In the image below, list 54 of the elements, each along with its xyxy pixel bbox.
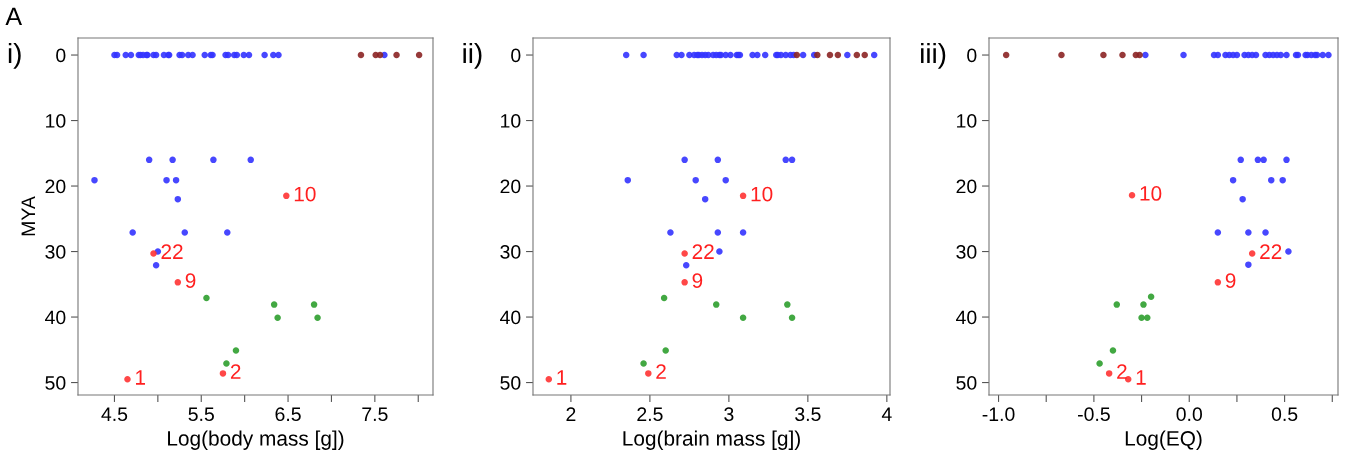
- annotation: 10: [1140, 186, 1162, 201]
- y-tick-label: 0: [56, 48, 66, 63]
- y-tick-label: 10: [46, 114, 66, 128]
- annotation: 1: [136, 370, 145, 385]
- annotation: 2: [230, 364, 241, 379]
- annotation: 2: [1117, 364, 1127, 379]
- x-tick-label: 2.5: [637, 407, 663, 422]
- y-tick-label: 40: [500, 310, 521, 325]
- y-tick-label: 0: [511, 48, 521, 63]
- x-axis-title: Log(body mass [g]): [168, 430, 344, 450]
- x-tick-label: 0.0: [1176, 407, 1202, 422]
- y-tick-label: 40: [956, 310, 977, 325]
- annotation: 9: [1225, 273, 1236, 288]
- chart-title: ii): [463, 42, 482, 69]
- annotation: 22: [692, 244, 714, 259]
- y-tick-label: 30: [500, 245, 521, 259]
- y-tick-label: 30: [45, 245, 66, 259]
- chart-title: i): [8, 42, 21, 69]
- y-tick-label: 10: [501, 114, 521, 128]
- x-tick-label: -0.5: [1078, 407, 1110, 422]
- y-tick-label: 40: [45, 310, 66, 325]
- x-tick-label: 0.5: [1271, 407, 1298, 422]
- x-tick-label: 4: [881, 407, 892, 421]
- x-tick-label: -1.0: [982, 407, 1015, 422]
- x-tick-label: 2: [566, 407, 576, 421]
- x-axis-title: Log(EQ): [1125, 430, 1202, 450]
- x-tick-label: 3.5: [795, 407, 821, 422]
- annotation: 10: [751, 186, 773, 202]
- y-tick-label: 50: [500, 376, 521, 390]
- annotation: 22: [1260, 244, 1282, 259]
- annotation: 9: [692, 273, 703, 288]
- x-tick-label: 4.5: [101, 407, 128, 422]
- text: A: [5, 7, 23, 26]
- x-tick-label: 7.5: [362, 407, 388, 422]
- y-tick-label: 50: [956, 376, 977, 390]
- y-tick-label: 20: [45, 179, 66, 194]
- y-axis-title: MYA: [21, 196, 35, 236]
- x-tick-label: 6.5: [275, 407, 301, 422]
- annotation: 1: [1136, 370, 1146, 385]
- x-axis-title: Log(brain mass [g]): [623, 430, 800, 450]
- annotation: 1: [557, 370, 567, 385]
- x-tick-label: 5.5: [188, 407, 214, 422]
- annotation: 22: [161, 244, 183, 259]
- y-tick-label: 0: [967, 48, 977, 63]
- y-tick-label: 20: [956, 179, 977, 194]
- chart-title: iii): [921, 42, 946, 69]
- annotation: 2: [656, 364, 666, 379]
- annotation: 9: [185, 273, 196, 288]
- y-tick-label: 50: [45, 376, 66, 390]
- y-tick-label: 30: [956, 245, 977, 259]
- annotation: 10: [294, 186, 316, 202]
- y-tick-label: 10: [957, 114, 977, 128]
- y-tick-label: 20: [500, 179, 521, 194]
- x-tick-label: 3: [724, 407, 734, 422]
